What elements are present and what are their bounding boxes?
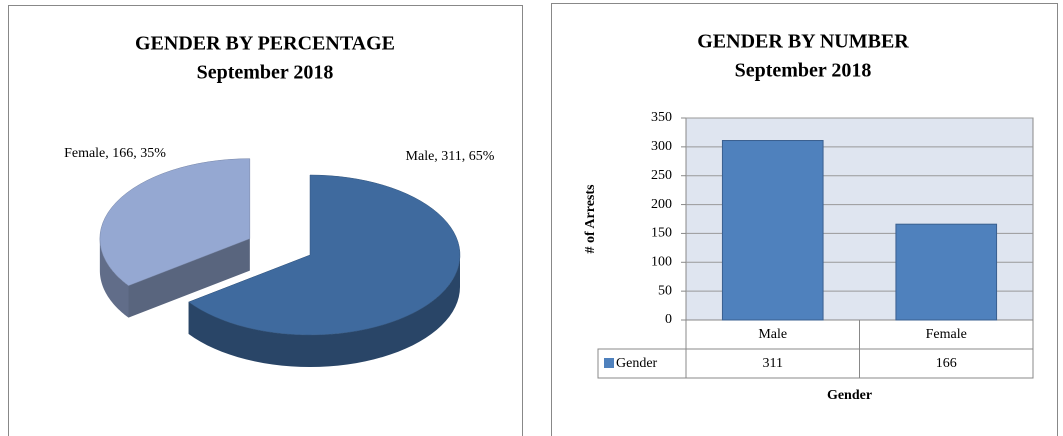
y-tick-label: 300 — [651, 139, 672, 154]
table-value: 311 — [763, 356, 783, 371]
legend-label: Gender — [616, 356, 658, 371]
y-tick-label: 100 — [651, 255, 672, 270]
chart-subtitle: September 2018 — [735, 60, 872, 82]
chart-subtitle: September 2018 — [197, 62, 334, 84]
chart-title: GENDER BY NUMBER — [697, 31, 909, 53]
chart-title: GENDER BY PERCENTAGE — [135, 33, 395, 55]
y-axis-label: # of Arrests — [583, 184, 598, 253]
x-tick-label: Male — [758, 327, 787, 342]
y-tick-label: 250 — [651, 168, 672, 183]
x-axis-label: Gender — [827, 388, 872, 403]
legend-key — [604, 358, 614, 368]
y-tick-label: 0 — [665, 312, 672, 327]
pie-side — [99, 238, 129, 318]
table-value: 166 — [936, 356, 957, 371]
bar — [895, 223, 998, 321]
y-tick-label: 350 — [651, 110, 672, 125]
y-tick-label: 200 — [651, 197, 672, 212]
pie-cut-face — [128, 238, 250, 318]
data-label: Male, 311, 65% — [405, 149, 495, 164]
x-tick-label: Female — [926, 327, 967, 342]
y-tick-label: 150 — [651, 226, 672, 241]
y-tick-label: 50 — [658, 283, 672, 298]
pie-slice — [188, 174, 461, 336]
bar — [721, 140, 824, 321]
pie-side — [188, 255, 460, 367]
data-label: Female, 166, 35% — [64, 146, 166, 161]
pie-slice — [99, 158, 251, 286]
